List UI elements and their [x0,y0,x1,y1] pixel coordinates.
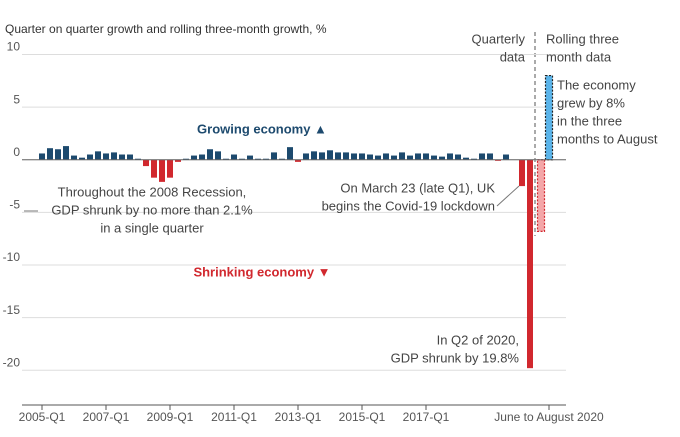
bar [399,152,405,160]
bar [279,158,285,160]
bar [39,153,45,160]
bar [455,154,461,160]
annotation: in the three [557,113,622,128]
bar [503,154,509,160]
bar [247,155,253,160]
bar [95,151,101,160]
y-tick-label: 0 [13,145,20,159]
bar [87,154,93,160]
bar [375,155,381,160]
bar [63,146,69,160]
bar [303,153,309,160]
bar [103,153,109,160]
bar [439,156,445,160]
bar [111,152,117,160]
annotation: data [500,49,526,64]
annotation: months to August [557,131,658,146]
annotation: On March 23 (late Q1), UK [340,180,495,195]
bar [287,147,293,160]
bar [319,152,325,160]
x-tick-label: 2011-Q1 [211,410,257,424]
annotation: The economy [557,77,636,92]
bar [215,151,221,160]
bar [431,155,437,160]
bar [207,149,213,160]
y-tick-label: -20 [3,355,21,369]
annotation: grew by 8% [557,95,625,110]
bar [175,159,181,162]
bar [367,154,373,160]
bar [391,155,397,160]
bar [327,150,333,160]
bar [191,155,197,160]
annotation: Shrinking economy ▼ [193,264,330,279]
bar [519,159,525,187]
x-tick-label: 2013-Q1 [275,410,322,424]
bar [311,151,317,160]
bar [199,154,205,160]
bar [71,155,77,160]
x-tick-label: June to August 2020 [494,410,604,424]
annotation: Throughout the 2008 Recession, [58,184,247,199]
annotation: Rolling three [546,31,619,46]
bar [335,152,341,160]
bar [167,159,173,178]
annotation: begins the Covid-19 lockdown [322,198,495,213]
bar [223,158,229,160]
annotation: GDP shrunk by no more than 2.1% [51,202,253,217]
bar [151,159,157,178]
x-tick-label: 2005-Q1 [19,410,66,424]
bar [415,153,421,160]
bar [495,159,501,161]
chart-title: Quarter on quarter growth and rolling th… [5,22,327,36]
bar [143,159,149,167]
bar [479,153,485,160]
y-tick-label: 10 [7,40,21,54]
bar [343,152,349,160]
annotation: GDP shrunk by 19.8% [391,350,520,365]
annotation: Quarterly [472,31,526,46]
bar [447,153,453,160]
rolling-bar [536,159,546,232]
x-tick-label: 2015-Q1 [339,410,386,424]
x-tick-label: 2007-Q1 [83,410,130,424]
x-tick-label: 2017-Q1 [403,410,450,424]
y-tick-label: -15 [3,303,21,317]
bar [351,153,357,160]
bar [239,158,245,160]
bar [55,149,61,160]
bar [127,154,133,160]
bar [383,153,389,160]
y-tick-label: -5 [9,198,20,212]
leader-line [496,185,520,207]
bar [183,158,189,160]
bar [231,154,237,160]
bar [135,158,141,160]
bar [471,158,477,160]
annotation: In Q2 of 2020, [437,332,519,347]
bar [487,153,493,160]
bar [79,157,85,160]
rolling-bar [544,74,554,161]
bar [463,157,469,160]
y-tick-label: 5 [13,92,20,106]
bar [359,153,365,160]
bar [527,159,533,369]
bar [295,159,301,162]
bar [423,153,429,160]
bar [263,158,269,160]
bar [271,152,277,160]
bar [407,155,413,160]
annotation: month data [546,49,612,64]
annotation: Growing economy ▲ [197,121,327,136]
bar [159,159,165,182]
bar [119,154,125,160]
x-tick-label: 2009-Q1 [147,410,194,424]
y-tick-label: -10 [3,250,21,264]
bar [47,148,53,160]
bar [255,158,261,160]
annotation: in a single quarter [100,220,204,235]
